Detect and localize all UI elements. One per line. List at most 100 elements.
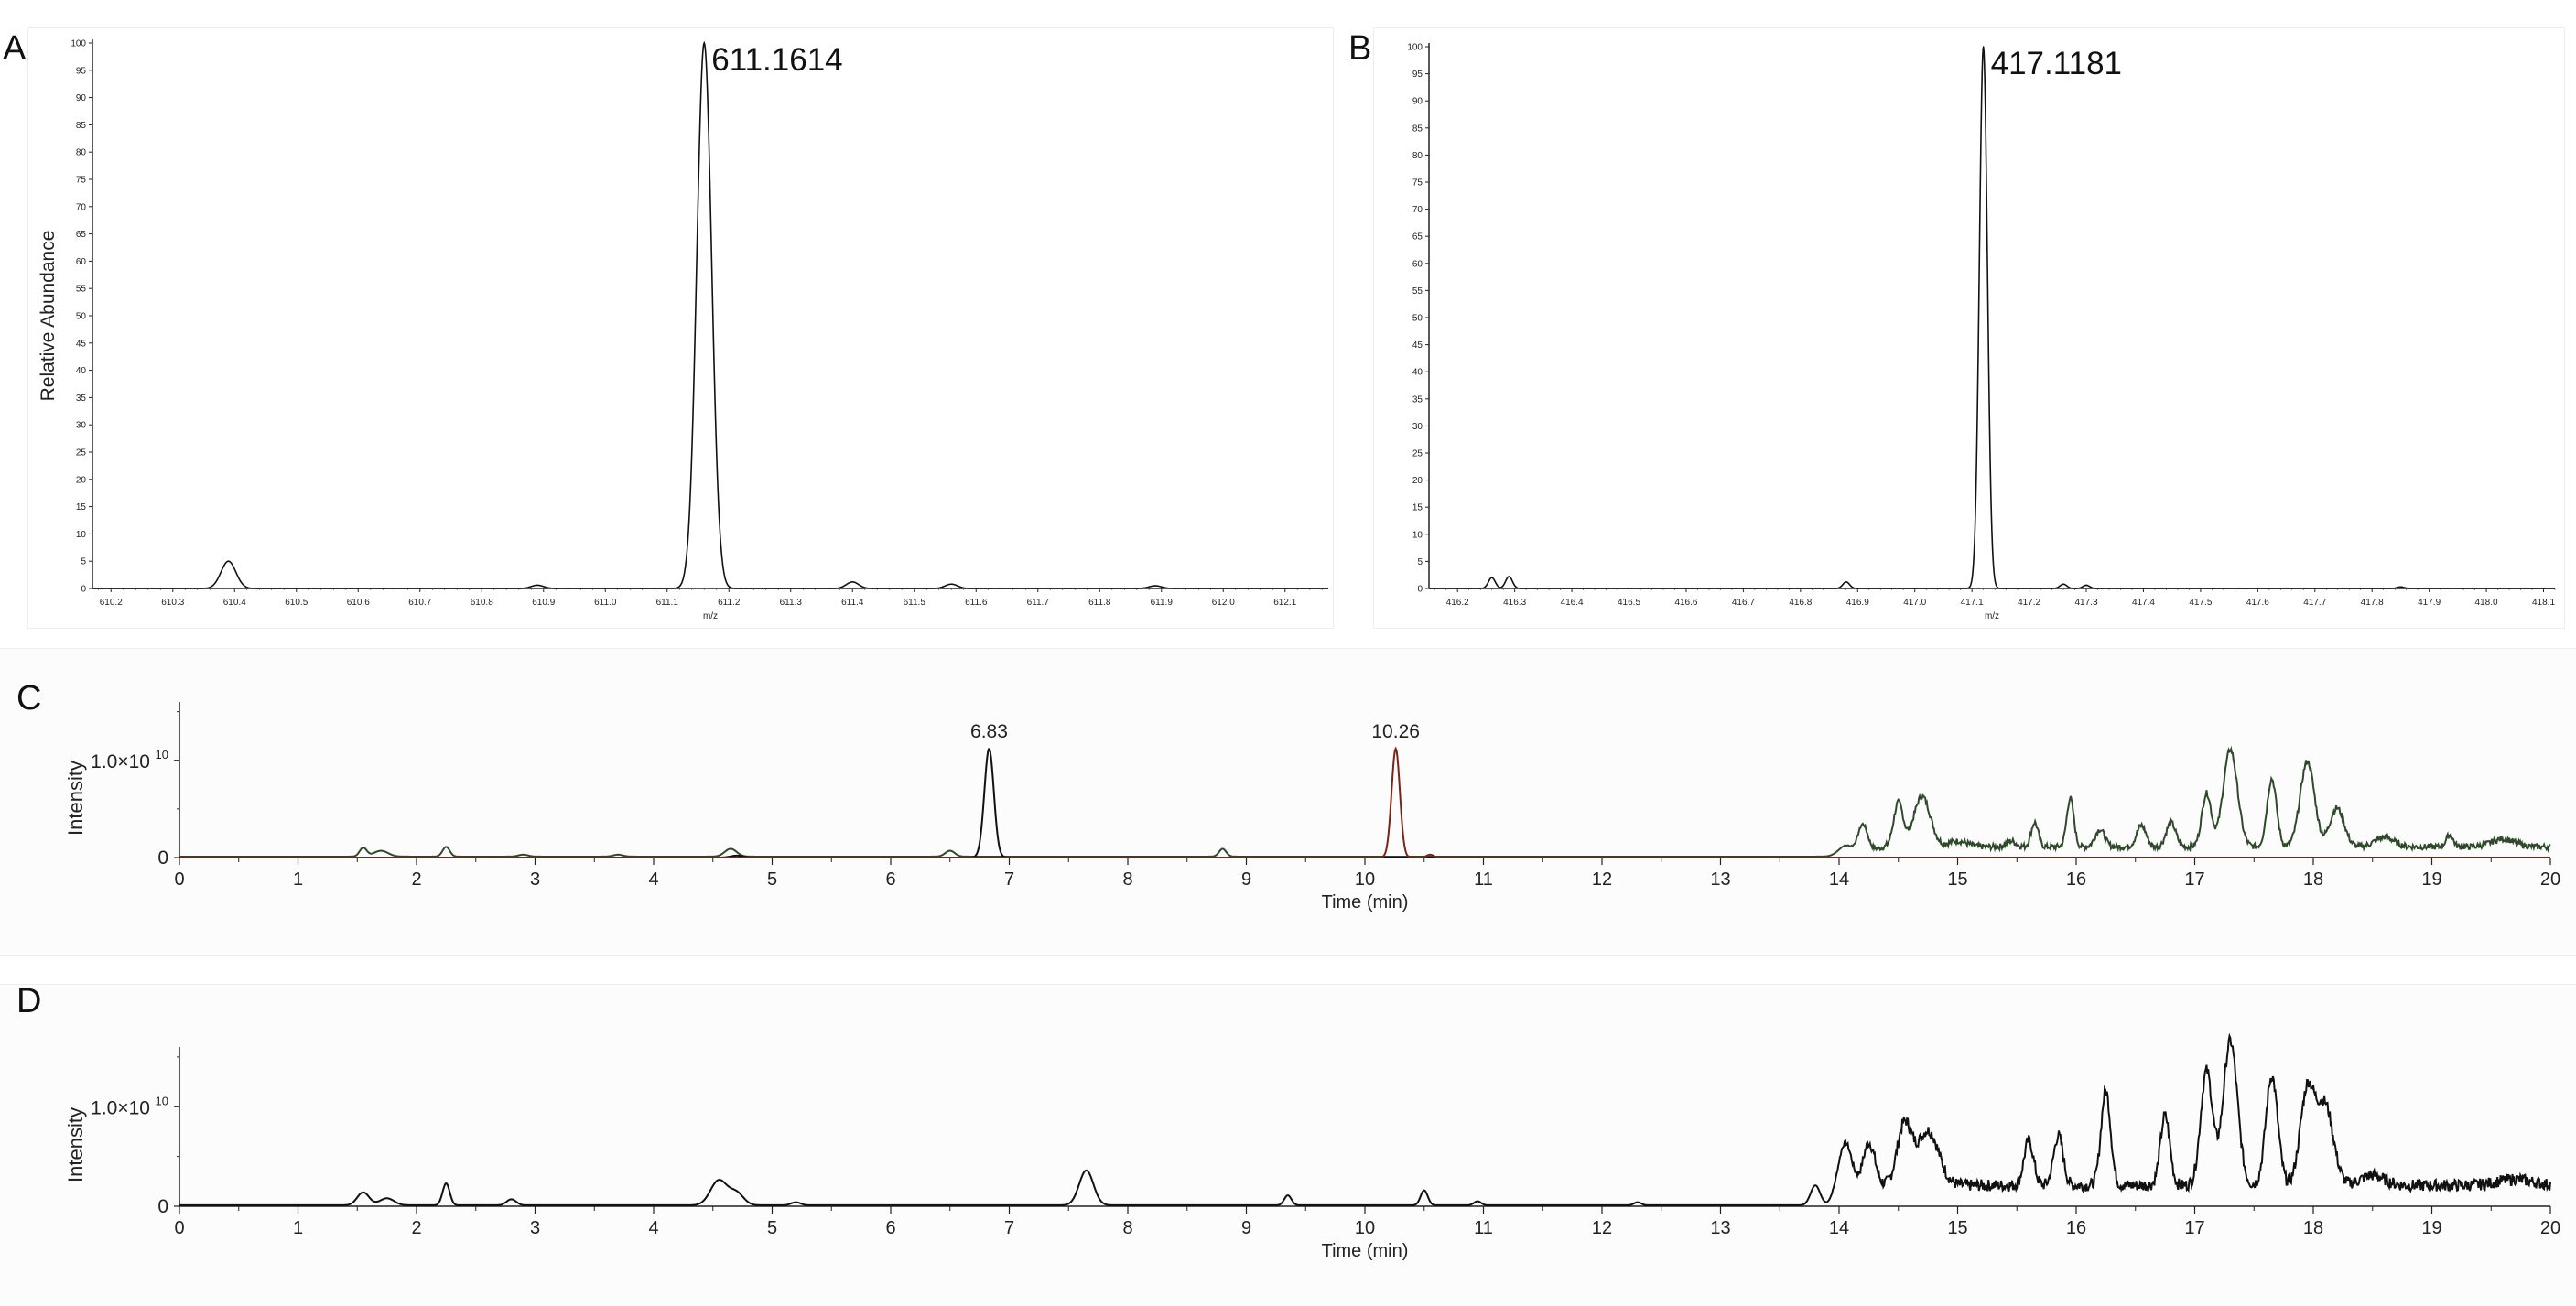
spectrum-peak-point [2085, 584, 2087, 587]
x-axis-label: m/z [1985, 611, 1999, 621]
x-tick-label: 7 [1004, 869, 1014, 890]
y-tick-label: 40 [1412, 368, 1423, 378]
x-tick-label: 611.3 [780, 598, 803, 608]
x-tick-label: 417.1 [1961, 598, 1984, 608]
panel-b: 0 5 10 15 20 25 30 35 40 45 50 55 60 65 70 75 80 85 90 95 10… [1348, 27, 2565, 629]
x-tick-label: 611.8 [1088, 598, 1111, 608]
y-tick-label: 50 [76, 312, 87, 322]
x-tick-label: 9 [1241, 869, 1251, 890]
y-tick-label: 95 [76, 66, 87, 76]
spectrum-peak-point [703, 42, 706, 44]
x-tick-label: 19 [2421, 1218, 2441, 1238]
x-tick-label: 13 [1710, 1218, 1730, 1238]
y-tick-label-zero: 0 [157, 847, 168, 869]
y-tick-label: 35 [76, 394, 87, 404]
x-tick-label: 14 [1829, 1218, 1849, 1238]
x-tick-label: 416.4 [1561, 598, 1584, 608]
x-tick-label: 6 [885, 869, 895, 890]
y-tick-label: 50 [1412, 314, 1423, 324]
panel-label: D [16, 982, 41, 1020]
x-tick-label: 4 [648, 1218, 658, 1238]
x-tick-label: 417.5 [2189, 598, 2212, 608]
x-tick-label: 417.7 [2303, 598, 2326, 608]
x-tick-label: 612.0 [1212, 598, 1235, 608]
spectrum-trace [1429, 47, 2555, 589]
x-tick-label: 2 [411, 1218, 421, 1238]
x-tick-label: 417.4 [2132, 598, 2155, 608]
spectrum-peak-point [1982, 46, 1985, 48]
x-axis-label: m/z [703, 611, 718, 621]
y-axis-label: Intensity [64, 1107, 87, 1182]
x-tick-label: 612.1 [1273, 598, 1296, 608]
y-tick-label: 55 [76, 285, 87, 295]
peak-mz-label: 611.1614 [711, 42, 842, 78]
panel-label: C [16, 679, 41, 718]
y-tick-label: 60 [1412, 259, 1423, 269]
spectrum-peak-point [1490, 577, 1493, 578]
y-tick-label: 20 [76, 475, 87, 485]
spectrum-peak-point [1508, 576, 1510, 577]
x-tick-label: 611.2 [718, 598, 741, 608]
panel-a: 0 5 10 15 20 25 30 35 40 45 50 55 60 65 70 75 80 85 90 95 10… [3, 27, 1334, 629]
x-tick-label: 418.0 [2475, 598, 2498, 608]
x-tick-label: 610.7 [408, 598, 431, 608]
series-line-extracted-black [179, 748, 2550, 858]
y-tick-label: 20 [1412, 476, 1423, 486]
y-tick-label: 40 [76, 366, 87, 376]
x-tick-label: 610.6 [347, 598, 370, 608]
x-tick-label: 8 [1122, 869, 1132, 890]
y-tick-label: 45 [76, 339, 87, 349]
x-tick-label: 416.9 [1846, 598, 1869, 608]
y-tick-label: 65 [1412, 232, 1423, 243]
y-tick-label: 30 [76, 421, 87, 431]
x-tick-label: 416.6 [1674, 598, 1697, 608]
x-tick-label: 416.5 [1618, 598, 1640, 608]
x-tick-label: 18 [2303, 869, 2323, 890]
spectrum-peak-point [227, 560, 230, 562]
y-tick-label: 70 [1412, 205, 1423, 215]
x-tick-label: 15 [1947, 1218, 1967, 1238]
x-tick-label: 18 [2303, 1218, 2323, 1238]
spectrum-peak-point [536, 584, 538, 587]
y-tick-label: 85 [76, 121, 87, 131]
spectrum-peak-point [2399, 586, 2402, 588]
spectrum-peak-point [2062, 583, 2064, 586]
x-tick-label: 12 [1592, 1218, 1612, 1238]
x-tick-label: 610.2 [100, 598, 123, 608]
y-tick-label: 65 [76, 230, 87, 240]
y-tick-label: 85 [1412, 124, 1423, 134]
x-tick-label: 10 [1355, 1218, 1375, 1238]
x-tick-label: 417.2 [2018, 598, 2040, 608]
panel-d: 0 1 2 3 4 5 6 7 8 9 10 11 12 13 14 15 16 17 18 19 20 0 1.0×10 1… [0, 982, 2576, 1306]
y-tick-label: 10 [76, 530, 87, 540]
x-tick-label: 20 [2540, 1218, 2560, 1238]
y-axis-label: Relative Abundance [38, 231, 59, 402]
spectrum-trace [92, 40, 1328, 589]
peak-label: 6.83 [970, 721, 1008, 742]
y-tick-label: 35 [1412, 394, 1423, 405]
panel-c: 0 1 2 3 4 5 6 7 8 9 10 11 12 13 14 15 16 17 18 19 20 0 1.0×10 1… [0, 648, 2576, 956]
y-tick-label: 100 [1407, 43, 1423, 53]
spectrum-peak-point [950, 583, 953, 586]
y-tick-label: 80 [76, 148, 87, 158]
y-tick-label: 15 [1412, 503, 1423, 513]
y-tick-label-exponent: 10 [156, 1094, 168, 1107]
x-axis-label: Time (min) [1322, 892, 1409, 912]
x-tick-label: 1 [293, 1218, 303, 1238]
y-tick-label: 70 [76, 202, 87, 212]
spectrum-peak-point [851, 581, 854, 583]
x-tick-label: 611.6 [965, 598, 988, 608]
x-tick-label: 17 [2184, 1218, 2204, 1238]
x-tick-label: 20 [2540, 869, 2560, 890]
panel-label: A [3, 29, 27, 68]
x-tick-label: 13 [1710, 869, 1730, 890]
x-tick-label: 610.5 [285, 598, 308, 608]
y-tick-label: 15 [76, 502, 87, 513]
chart-b: 0 5 10 15 20 25 30 35 40 45 50 55 60 65 70 75 80 85 90 95 10… [1348, 29, 2555, 621]
panel-label: B [1348, 29, 1371, 68]
y-tick-label: 90 [1412, 97, 1423, 107]
x-tick-label: 11 [1474, 869, 1493, 890]
x-tick-label: 610.3 [161, 598, 184, 608]
y-tick-label: 75 [1412, 178, 1423, 189]
y-axis-label: Intensity [64, 761, 87, 836]
